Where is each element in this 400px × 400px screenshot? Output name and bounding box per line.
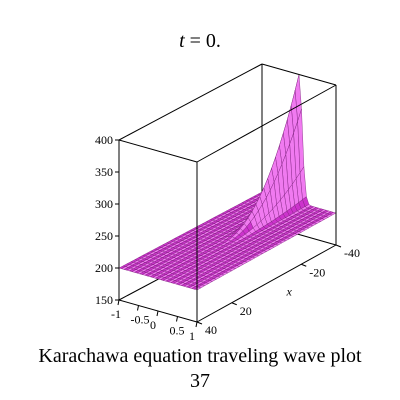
caption-number: 37 (190, 370, 210, 392)
z-tick-label: 150 (95, 293, 113, 307)
y-tick-label: -1 (111, 307, 121, 321)
z-tick-label: 250 (95, 229, 113, 243)
box-edge (118, 139, 198, 163)
x-tick-label: -40 (344, 246, 360, 260)
surface (118, 74, 337, 291)
plot-title: t = 0. (0, 30, 400, 53)
y-tick (195, 321, 198, 328)
x-tick-label: 20 (240, 304, 252, 318)
bounding-box-front (118, 63, 337, 323)
caption-title: Karachawa equation traveling wave plot (38, 345, 362, 367)
title-value: = 0. (184, 30, 221, 52)
x-tick-label: 40 (205, 323, 217, 337)
x-tick (335, 244, 342, 248)
x-axis-label: x (286, 285, 293, 299)
title-variable: t (179, 30, 185, 52)
y-tick (137, 305, 139, 311)
y-tick-label: 0.5 (170, 324, 185, 338)
z-tick-label: 350 (95, 165, 113, 179)
y-tick (156, 310, 159, 317)
y-tick-label: 0 (150, 318, 156, 332)
box-edge (261, 63, 337, 86)
box-edge (196, 244, 337, 323)
axis-ticks: -40 -20 20 40 x -1 -0.5 0 0.5 1 150 200 250 300 350 400 (95, 133, 360, 343)
y-tick (117, 299, 120, 306)
z-tick-label: 200 (95, 261, 113, 275)
y-tick-label: -0.5 (131, 313, 150, 327)
z-tick-label: 300 (95, 197, 113, 211)
x-tick (301, 263, 307, 267)
y-tick-label: 1 (189, 329, 195, 343)
box-edge (118, 63, 263, 141)
box-edge (196, 84, 337, 163)
y-tick (176, 316, 178, 322)
x-tick-label: -20 (309, 265, 325, 279)
x-tick (231, 302, 237, 306)
x-tick (196, 321, 203, 325)
z-tick-label: 400 (95, 133, 113, 147)
